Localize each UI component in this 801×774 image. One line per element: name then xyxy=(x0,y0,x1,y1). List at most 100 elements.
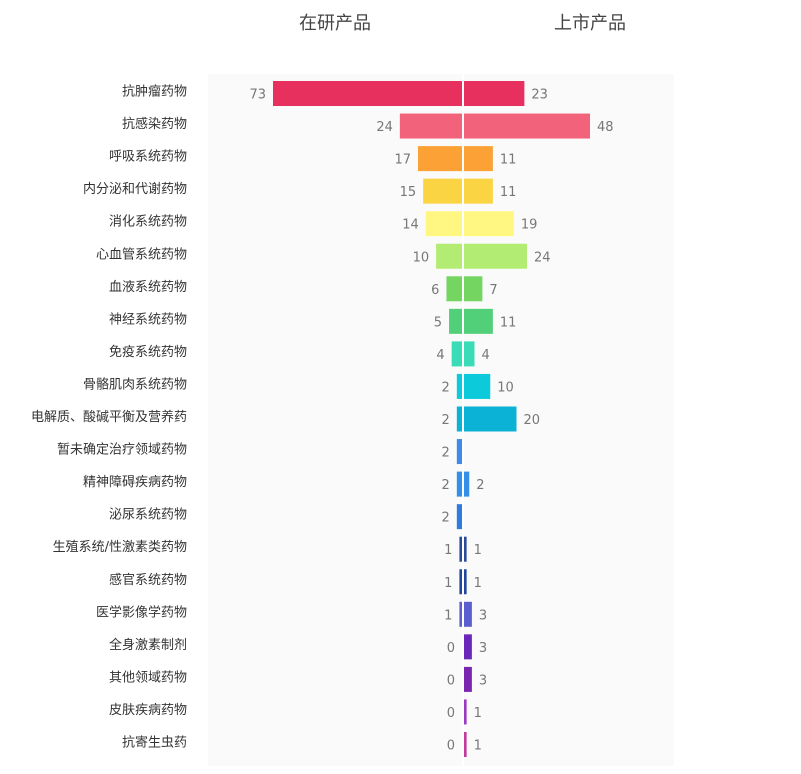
left-value-label: 5 xyxy=(434,315,442,330)
right-bar xyxy=(464,308,493,334)
right-bar xyxy=(464,666,472,692)
left-bar xyxy=(456,504,462,530)
left-panel-title: 在研产品 xyxy=(299,13,371,34)
right-value-label: 20 xyxy=(524,413,541,428)
right-bar xyxy=(464,732,467,757)
right-value-label: 11 xyxy=(500,153,517,168)
left-value-label: 6 xyxy=(431,283,439,298)
left-value-label: 1 xyxy=(444,608,452,623)
category-label: 电解质、酸碱平衡及营养药 xyxy=(31,409,187,425)
right-bar xyxy=(464,601,472,627)
right-bar xyxy=(464,569,467,595)
left-bar xyxy=(436,243,462,269)
left-value-label: 0 xyxy=(447,641,455,656)
category-label: 心血管系统药物 xyxy=(96,247,187,262)
right-bar xyxy=(464,406,517,432)
category-label: 全身激素制剂 xyxy=(109,637,187,653)
category-label: 内分泌和代谢药物 xyxy=(83,181,187,197)
right-value-label: 11 xyxy=(500,185,517,200)
category-label: 神经系统药物 xyxy=(109,312,187,327)
right-value-label: 7 xyxy=(489,283,497,298)
category-label: 生殖系统/性激素类药物 xyxy=(53,539,187,555)
right-bar xyxy=(464,243,527,269)
left-value-label: 14 xyxy=(402,218,419,233)
category-label: 骨骼肌肉系统药物 xyxy=(83,376,187,392)
right-value-label: 23 xyxy=(531,88,548,103)
left-value-label: 2 xyxy=(442,413,450,428)
left-value-label: 2 xyxy=(442,380,450,395)
left-value-label: 0 xyxy=(447,673,455,688)
left-value-label: 2 xyxy=(442,446,450,461)
right-value-label: 19 xyxy=(521,218,538,233)
right-value-label: 48 xyxy=(597,120,614,135)
right-value-label: 24 xyxy=(534,250,551,265)
right-bar xyxy=(464,276,483,302)
right-value-label: 2 xyxy=(476,478,484,493)
left-bar xyxy=(456,439,462,465)
left-bar xyxy=(456,471,462,497)
right-bar xyxy=(464,211,514,237)
left-bar xyxy=(446,276,462,302)
left-bar xyxy=(425,211,462,237)
left-value-label: 0 xyxy=(447,739,455,754)
category-label: 呼吸系统药物 xyxy=(109,150,187,165)
left-bar xyxy=(459,536,462,562)
category-label: 其他领域药物 xyxy=(109,670,187,685)
left-bar xyxy=(456,406,462,432)
left-bar xyxy=(273,81,462,106)
right-value-label: 3 xyxy=(479,641,487,656)
bars-layer xyxy=(273,74,590,766)
left-bar xyxy=(399,113,462,139)
right-bar xyxy=(464,146,493,172)
right-bar xyxy=(464,373,491,399)
left-value-label: 1 xyxy=(444,543,452,558)
category-label: 血液系统药物 xyxy=(109,280,187,295)
right-value-label: 11 xyxy=(500,315,517,330)
right-value-label: 1 xyxy=(474,576,482,591)
right-bar xyxy=(464,634,472,660)
right-bar xyxy=(464,341,475,367)
left-value-label: 15 xyxy=(400,185,417,200)
right-bar xyxy=(464,81,525,106)
left-bar xyxy=(456,373,462,399)
category-label: 消化系统药物 xyxy=(109,215,187,230)
left-value-label: 0 xyxy=(447,706,455,721)
category-label: 泌尿系统药物 xyxy=(109,508,187,523)
right-bar xyxy=(464,699,467,725)
right-bar xyxy=(464,471,470,497)
right-value-label: 1 xyxy=(474,706,482,721)
right-value-label: 10 xyxy=(497,380,514,395)
left-bar xyxy=(417,146,462,172)
category-label: 感官系统药物 xyxy=(109,572,187,588)
category-label: 暂未确定治疗领域药物 xyxy=(57,443,187,458)
right-value-label: 1 xyxy=(474,739,482,754)
left-value-label: 10 xyxy=(413,250,430,265)
left-value-label: 2 xyxy=(442,478,450,493)
right-panel-title: 上市产品 xyxy=(554,13,626,34)
left-value-label: 2 xyxy=(442,511,450,526)
right-value-label: 1 xyxy=(474,543,482,558)
right-bar xyxy=(464,178,493,204)
left-value-label: 1 xyxy=(444,576,452,591)
left-bar xyxy=(459,569,462,595)
left-value-label: 73 xyxy=(249,88,266,103)
right-value-label: 3 xyxy=(479,608,487,623)
right-value-label: 3 xyxy=(479,673,487,688)
left-value-label: 17 xyxy=(394,153,411,168)
left-bar xyxy=(451,341,462,367)
category-label: 抗寄生虫药 xyxy=(122,735,187,751)
right-bar xyxy=(464,113,590,139)
left-bar xyxy=(423,178,462,204)
left-bar xyxy=(449,308,462,334)
left-value-label: 24 xyxy=(376,120,393,135)
category-label: 免疫系统药物 xyxy=(109,344,187,360)
category-label: 医学影像学药物 xyxy=(96,604,187,620)
right-value-label: 4 xyxy=(482,348,490,363)
category-label: 抗感染药物 xyxy=(122,116,187,132)
right-bar xyxy=(464,536,467,562)
category-label: 皮肤疾病药物 xyxy=(109,703,187,718)
left-value-label: 4 xyxy=(436,348,444,363)
category-label: 抗肿瘤药物 xyxy=(122,84,187,100)
